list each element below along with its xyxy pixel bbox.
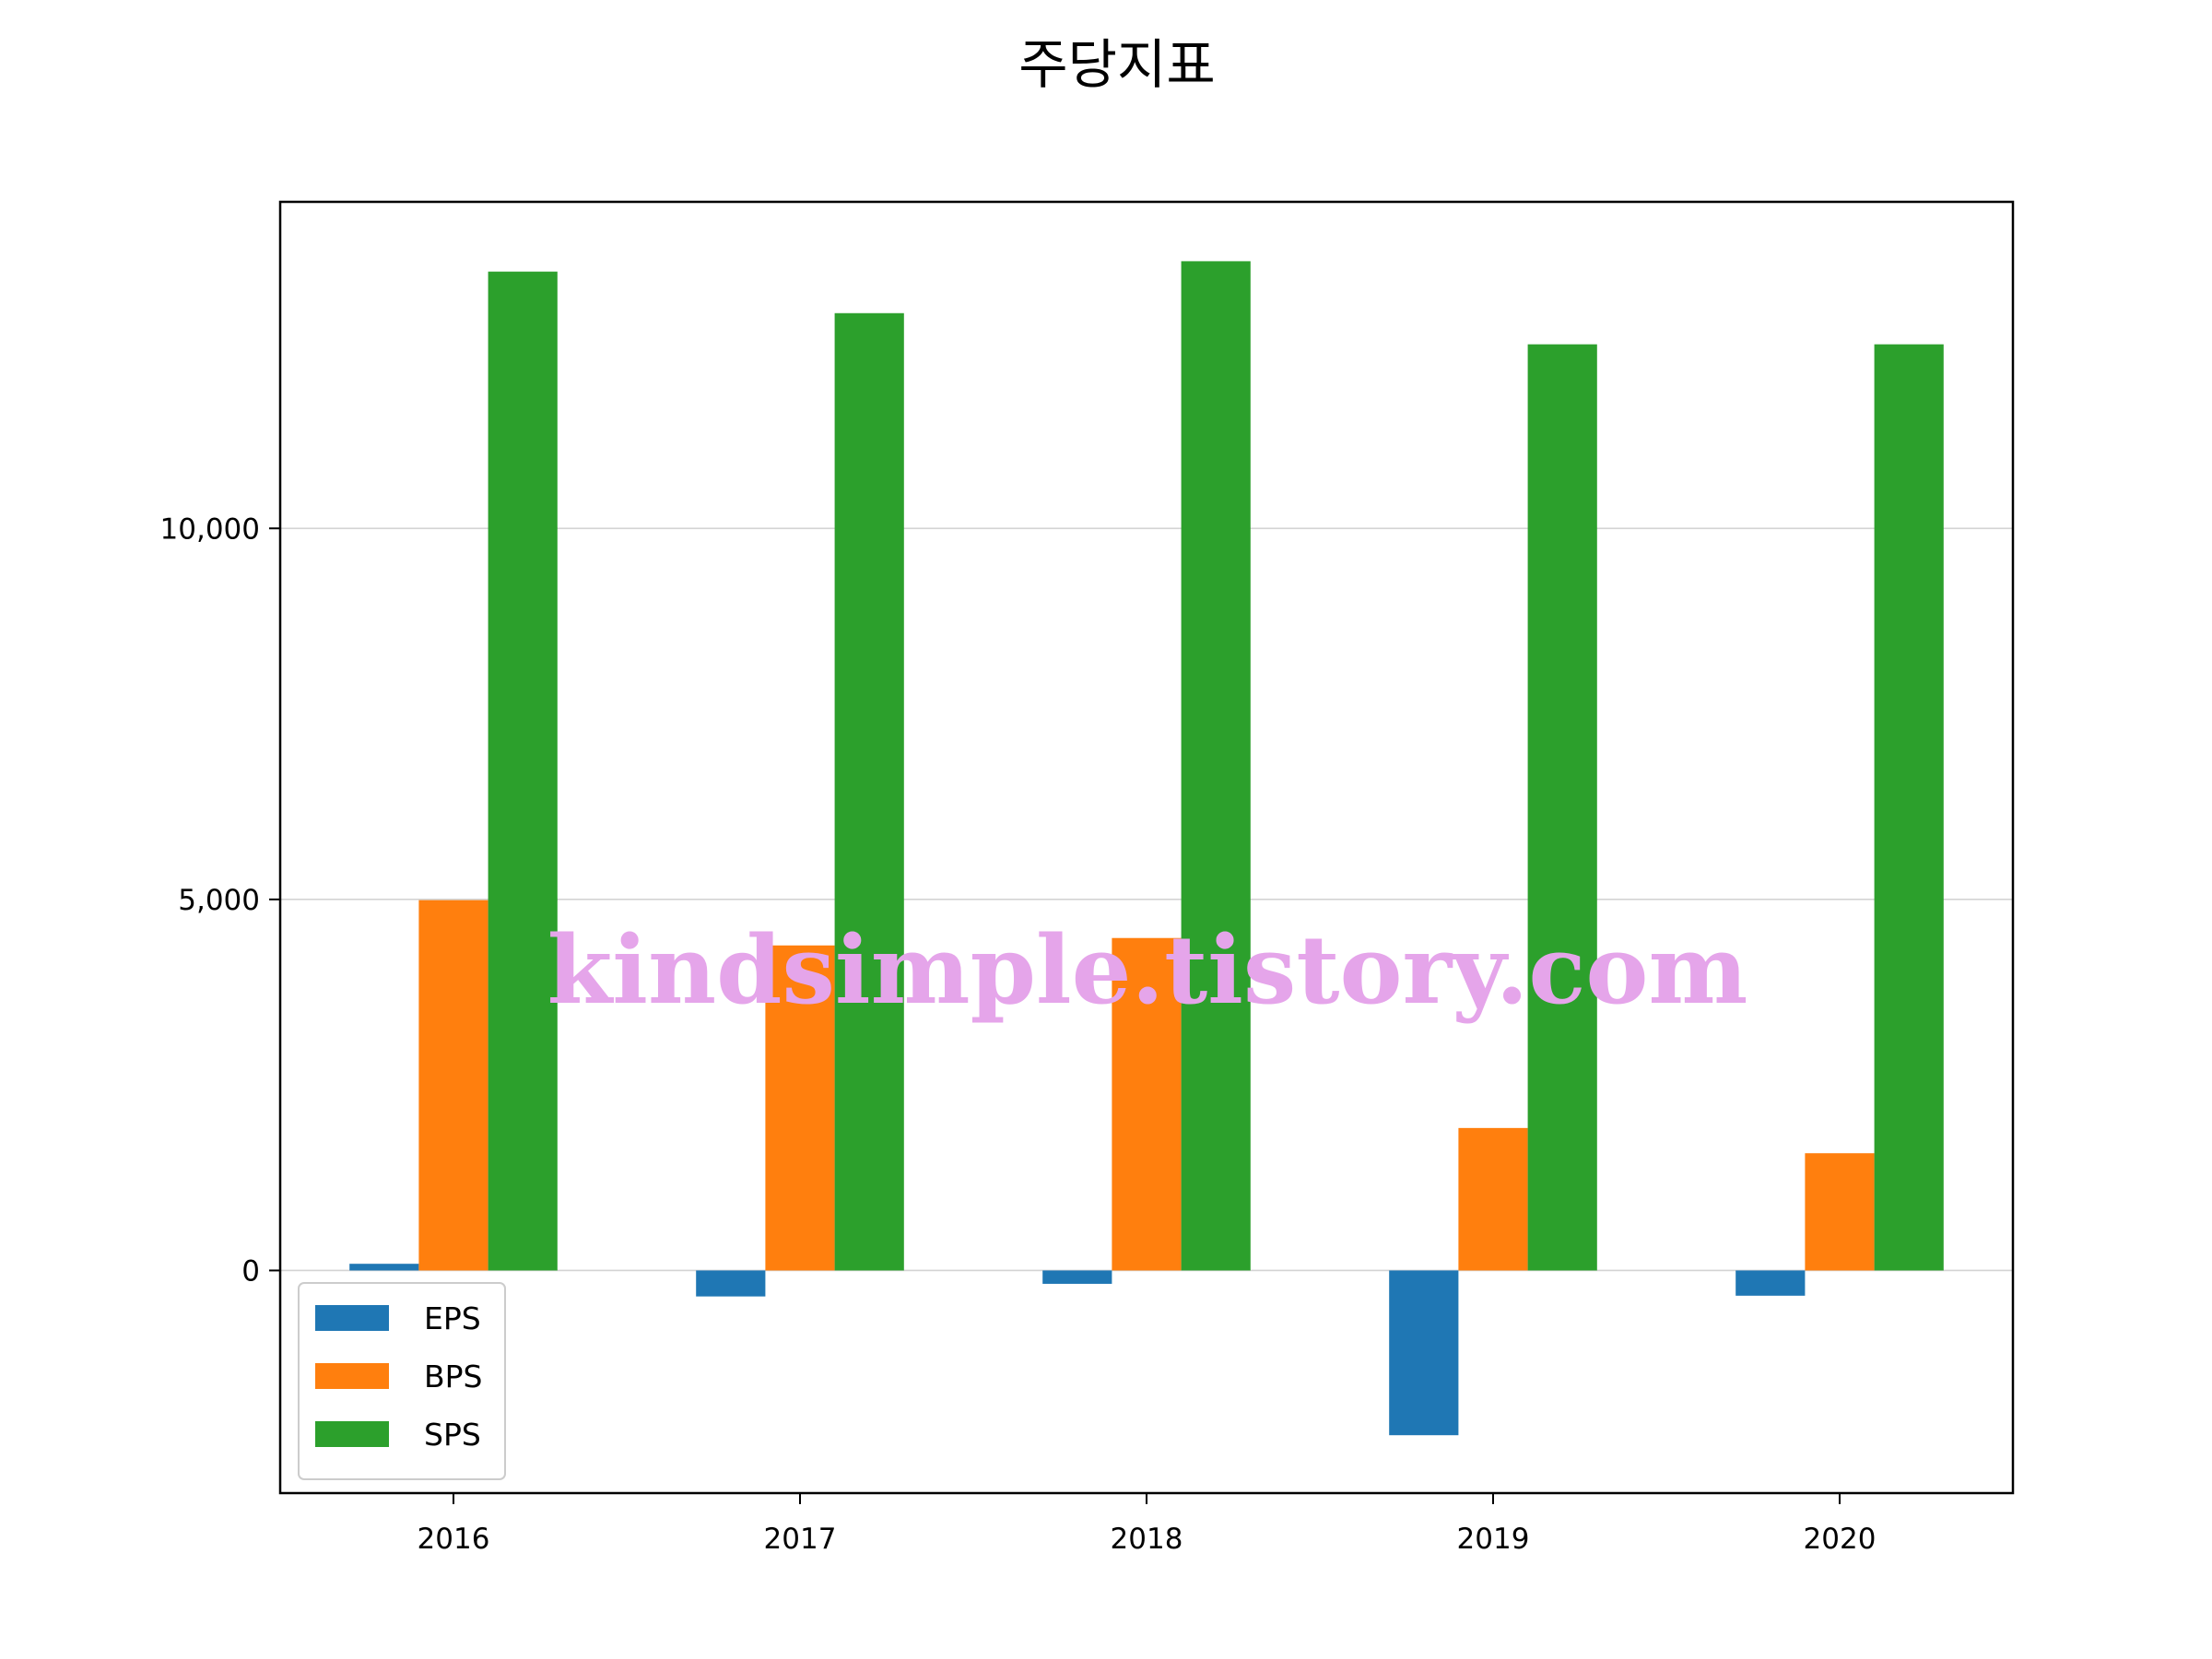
bar-sps-2017	[834, 312, 904, 1271]
bar-bps-2019	[1458, 1127, 1528, 1271]
bar-sps-2020	[1874, 344, 1944, 1271]
bar-bps-2018	[1112, 937, 1182, 1271]
bar-sps-2016	[488, 271, 558, 1271]
x-tick-label: 2019	[1457, 1523, 1530, 1556]
axes: 0 5,000 10,000 2016 2017 2018 2019 2020	[160, 512, 1877, 1556]
y-tick-label: 0	[241, 1254, 260, 1288]
legend-label-sps: SPS	[424, 1417, 481, 1453]
x-tick-label: 2018	[1111, 1523, 1183, 1556]
bar-eps-2019	[1389, 1270, 1459, 1436]
watermark: kindsimple.tistory.com	[547, 915, 1748, 1026]
legend: EPS BPS SPS	[298, 1282, 506, 1480]
bar-eps-2018	[1042, 1270, 1112, 1284]
bar-bps-2020	[1805, 1153, 1875, 1271]
bars	[349, 261, 1944, 1436]
legend-swatch-bps	[315, 1363, 389, 1389]
legend-label-eps: EPS	[424, 1300, 481, 1336]
bar-eps-2020	[1735, 1270, 1806, 1296]
x-tick-label: 2016	[418, 1523, 490, 1556]
x-tick-label: 2017	[764, 1523, 837, 1556]
legend-swatch-eps	[315, 1305, 389, 1331]
legend-swatch-sps	[315, 1421, 389, 1447]
y-tick-label: 5,000	[178, 884, 260, 917]
bar-bps-2017	[765, 945, 835, 1271]
bar-eps-2016	[349, 1264, 419, 1271]
x-tick-label: 2020	[1804, 1523, 1877, 1556]
bar-eps-2017	[696, 1270, 766, 1297]
legend-label-bps: BPS	[424, 1359, 483, 1394]
y-tick-label: 10,000	[160, 512, 260, 546]
bar-sps-2018	[1181, 261, 1251, 1271]
bar-bps-2016	[418, 900, 488, 1271]
chart-title: 주당지표	[1018, 33, 1215, 96]
bar-sps-2019	[1527, 344, 1597, 1271]
